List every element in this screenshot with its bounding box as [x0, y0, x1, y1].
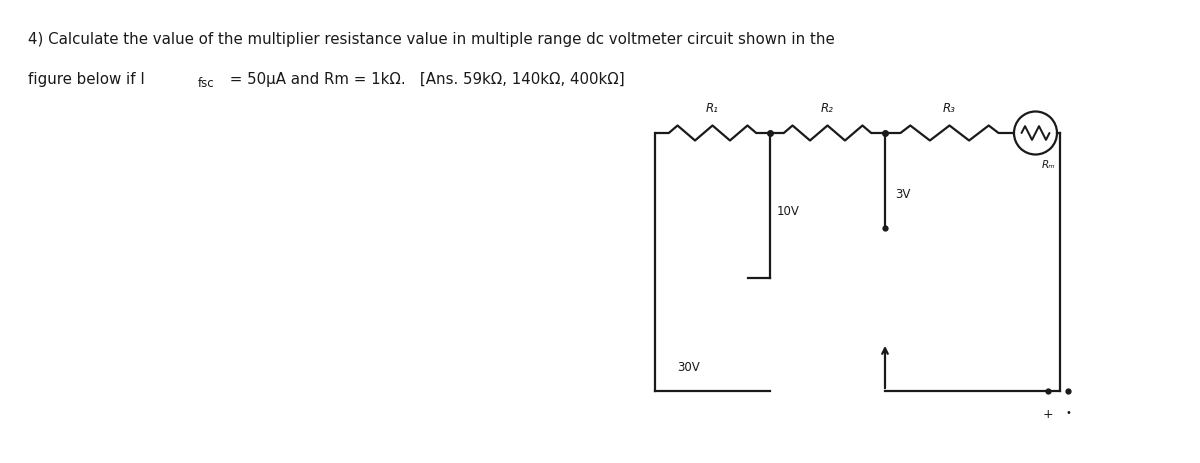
Text: Rₘ: Rₘ — [1042, 160, 1056, 170]
Text: 10V: 10V — [778, 205, 800, 218]
Text: = 50μA and Rm = 1kΩ.   [Ans. 59kΩ, 140kΩ, 400kΩ]: = 50μA and Rm = 1kΩ. [Ans. 59kΩ, 140kΩ, … — [226, 72, 625, 87]
Text: figure below if I: figure below if I — [28, 72, 145, 87]
Text: R₁: R₁ — [706, 102, 719, 115]
Text: fsc: fsc — [198, 77, 215, 90]
Text: 4) Calculate the value of the multiplier resistance value in multiple range dc v: 4) Calculate the value of the multiplier… — [28, 32, 835, 47]
Text: 3V: 3V — [895, 188, 911, 200]
Text: •: • — [1066, 407, 1070, 417]
Text: +: + — [1043, 407, 1054, 420]
Text: 30V: 30V — [677, 360, 700, 373]
Text: R₃: R₃ — [943, 102, 956, 115]
Text: R₂: R₂ — [821, 102, 834, 115]
